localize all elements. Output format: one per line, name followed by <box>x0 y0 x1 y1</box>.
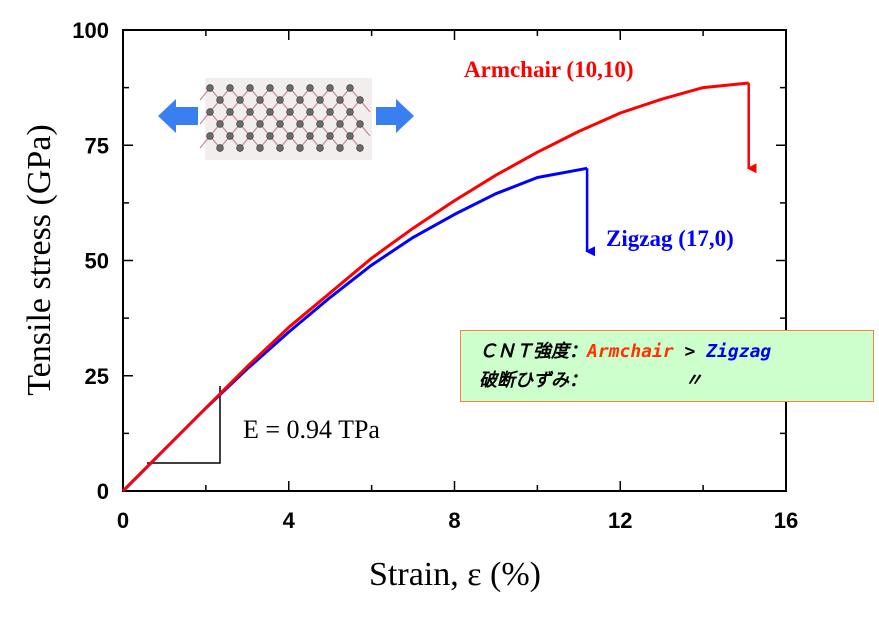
armchair-text: Armchair <box>587 341 674 362</box>
y-tick-label: 25 <box>85 364 109 389</box>
x-tick-label: 0 <box>117 508 129 533</box>
fracture-strain-label: 破断ひずみ： <box>479 370 587 391</box>
armchair-series-label: Armchair (10,10) <box>464 57 633 82</box>
y-tick-label: 100 <box>72 18 109 43</box>
x-tick-label: 16 <box>774 508 798 533</box>
y-tick-label: 50 <box>85 249 109 274</box>
carbon-nanotube-tension-illustration <box>158 78 414 160</box>
strength-label: ＣＮＴ強度： <box>479 341 587 362</box>
armchair-stress-strain-line <box>121 81 749 493</box>
series-layer <box>121 81 757 493</box>
modulus-slope-triangle <box>147 386 221 464</box>
axis-tick-labels: 0 4 8 12 16 0 25 50 75 100 <box>72 18 798 533</box>
x-tick-label: 8 <box>448 508 460 533</box>
fracture-strain-row: 破断ひずみ： 〃 <box>479 366 873 395</box>
ditto-mark: 〃 <box>587 370 703 391</box>
y-tick-label: 75 <box>85 133 109 158</box>
right-arrow-icon <box>376 99 414 133</box>
left-arrow-icon <box>158 99 198 133</box>
zigzag-text: Zigzag <box>706 341 772 362</box>
modulus-label: E = 0.94 TPa <box>243 415 380 444</box>
x-tick-label: 12 <box>608 508 632 533</box>
nanotube-icon <box>199 78 372 160</box>
greater-than-symbol: > <box>673 341 707 362</box>
x-tick-label: 4 <box>283 508 296 533</box>
cnt-strength-comparison-box: ＣＮＴ強度：Armchair > Zigzag 破断ひずみ： 〃 <box>460 330 874 402</box>
x-axis-title: Strain, ε (%) <box>369 556 541 593</box>
y-axis-title: Tensile stress (GPa) <box>21 124 58 395</box>
y-tick-label: 0 <box>97 479 109 504</box>
strength-row: ＣＮＴ強度：Armchair > Zigzag <box>479 337 873 366</box>
zigzag-series-label: Zigzag (17,0) <box>606 226 734 251</box>
